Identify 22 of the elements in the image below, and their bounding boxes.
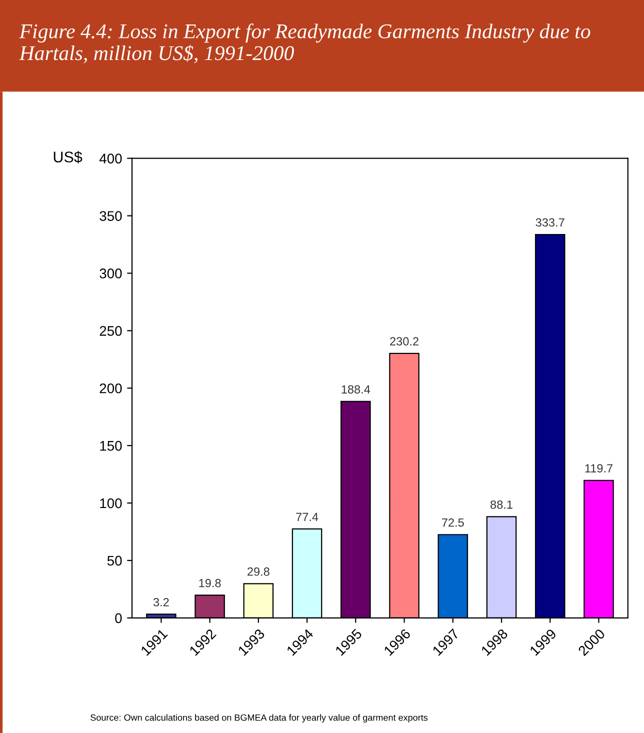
data-label: 333.7 (536, 218, 564, 227)
data-label: 230.2 (390, 337, 418, 346)
y-tick-label: 350 (100, 211, 122, 221)
data-label: 88.1 (490, 500, 512, 509)
y-tick-label: 0 (115, 613, 122, 624)
y-tick-label: 300 (100, 268, 122, 278)
y-axis-title: US$ (54, 150, 82, 164)
data-label: 119.7 (585, 464, 612, 472)
y-tick-label: 200 (100, 383, 122, 394)
data-label: 188.4 (342, 385, 370, 394)
data-label: 29.8 (248, 567, 270, 576)
chart-title: Figure 4.4: Loss in Export for Readymade Garments Industry due to Hartals, million US$, 1991-2000 (19, 24, 590, 64)
y-tick-label: 250 (100, 326, 122, 336)
y-tick-label: 150 (100, 440, 122, 451)
data-label: 72.5 (442, 518, 464, 527)
y-tick-label: 100 (100, 498, 122, 508)
y-tick-label: 400 (99, 154, 122, 164)
source-note: Source: Own calculations based on BGMEA data for yearly value of garment exports (90, 714, 428, 723)
data-label: 3.2 (153, 598, 169, 606)
data-label: 19.8 (199, 578, 221, 588)
data-label: 77.4 (296, 512, 318, 521)
y-tick-label: 50 (107, 556, 122, 566)
